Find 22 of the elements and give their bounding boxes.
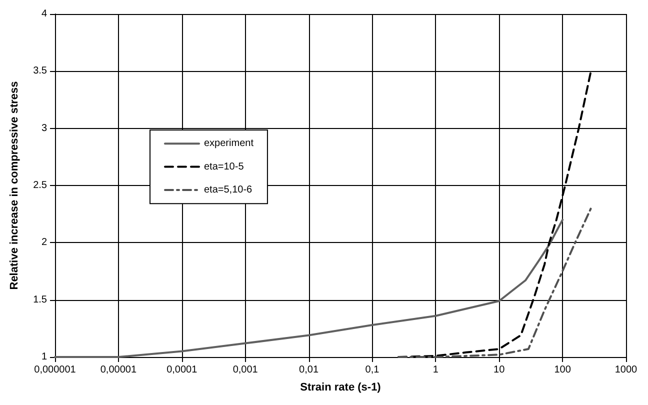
y-tick-label: 2	[41, 237, 48, 248]
x-tick-label: 1	[432, 364, 439, 376]
y-tick-label: 1	[41, 352, 48, 362]
y-tick-label: 3.5	[33, 66, 48, 77]
x-tick-label: 0,00001	[100, 364, 137, 376]
y-tick-label: 1.5	[33, 294, 48, 306]
x-tick-label: 1000	[614, 364, 638, 376]
legend-label: eta=10-5	[204, 161, 244, 172]
legend-label: eta=5,10-6	[204, 184, 253, 196]
x-tick-label: 100	[554, 364, 572, 376]
x-tick-label: 0,1	[365, 364, 380, 376]
x-tick-label: 0,001	[232, 364, 258, 376]
legend-label: experiment	[204, 138, 254, 150]
x-tick-label: 0,01	[299, 364, 319, 376]
x-tick-label: 0,000001	[34, 364, 76, 376]
x-tick-label: 10	[494, 364, 506, 376]
x-axis-title: Strain rate (s-1)	[300, 382, 382, 394]
y-tick-label: 4	[41, 8, 48, 20]
y-axis-title: Relative increase in compressive stress	[8, 81, 20, 290]
x-tick-label: 0,0001	[166, 364, 198, 376]
y-tick-label: 2.5	[33, 180, 48, 191]
y-tick-label: 3	[41, 122, 48, 134]
